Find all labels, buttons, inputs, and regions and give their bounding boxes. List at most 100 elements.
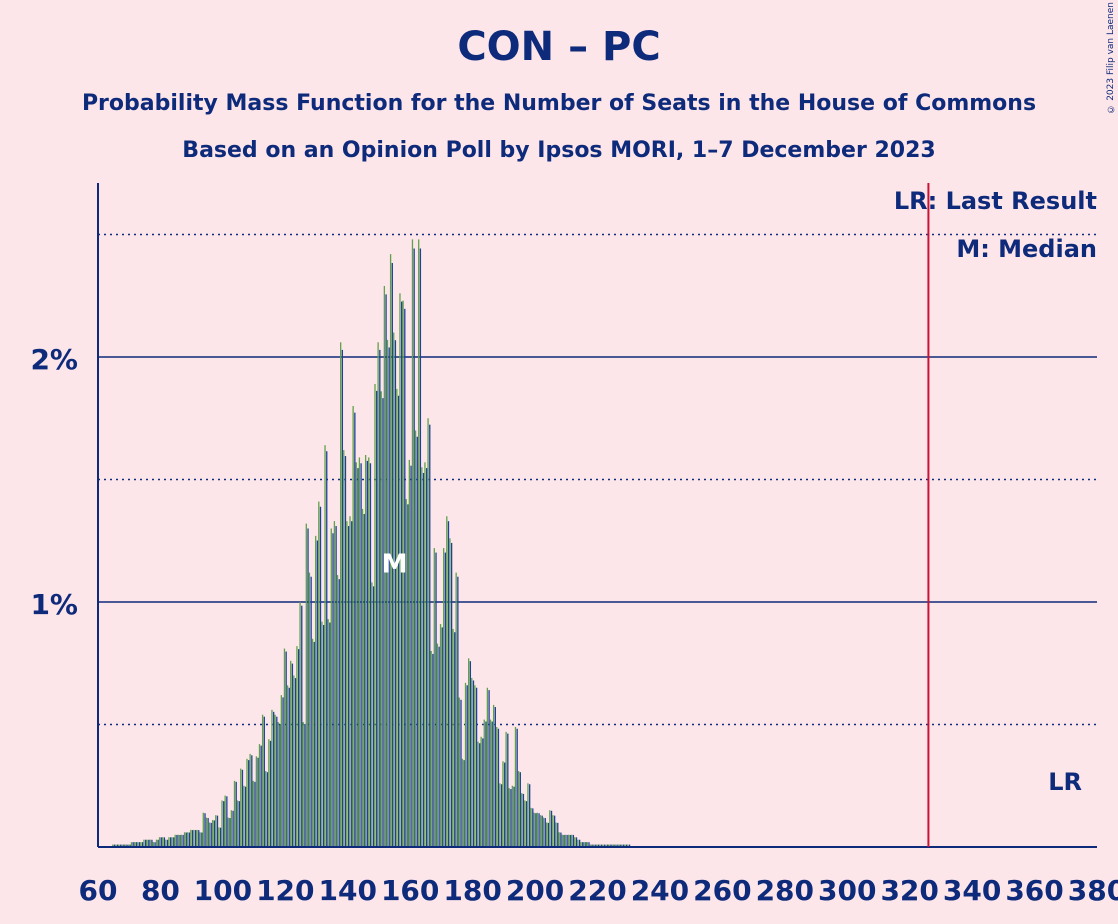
x-tick-340: 340: [943, 874, 1001, 907]
bar-seat-224: [608, 844, 610, 847]
bar-seat-166-poll: [429, 424, 431, 847]
bar-seat-136: [333, 521, 336, 847]
bar-seat-218-poll: [591, 844, 593, 847]
bar-seat-138: [339, 342, 342, 847]
x-tick-380: 380: [1068, 874, 1118, 907]
bar-seat-183: [480, 736, 482, 847]
bar-seat-133-poll: [326, 451, 328, 847]
bar-seat-186-poll: [491, 721, 493, 847]
bar-seat-223-poll: [607, 844, 609, 847]
bar-seat-116-poll: [273, 711, 275, 847]
bar-seat-129: [311, 638, 314, 847]
bar-seat-177-poll: [463, 760, 465, 847]
bar-seat-97: [211, 820, 214, 847]
median-marker: M: [382, 550, 408, 580]
bar-seat-76-poll: [148, 839, 150, 847]
bar-seat-81: [162, 837, 164, 847]
bar-seat-79: [155, 839, 158, 847]
bar-seat-93: [199, 832, 201, 847]
bar-seat-73-poll: [138, 842, 141, 847]
bar-seat-162: [414, 430, 417, 847]
bar-seat-171: [443, 548, 445, 847]
bar-seat-212: [571, 834, 573, 847]
bar-seat-163: [418, 239, 420, 847]
bar-seat-130-poll: [316, 540, 319, 847]
legend-last-result: LR: Last Result: [894, 187, 1097, 215]
bar-seat-97-poll: [213, 820, 216, 847]
bar-seat-197-poll: [525, 801, 528, 847]
bar-seat-191-poll: [507, 733, 509, 847]
bar-seat-68-poll: [123, 844, 125, 847]
bar-seat-203-poll: [544, 818, 546, 847]
bar-seat-105: [236, 800, 239, 847]
bar-seat-174: [452, 628, 454, 847]
bar-seat-190: [502, 761, 504, 847]
bar-seat-207: [555, 822, 557, 847]
bar-seat-198-poll: [529, 784, 531, 847]
bar-seat-111: [255, 756, 258, 847]
x-tick-260: 260: [693, 874, 751, 907]
bar-seat-91: [193, 829, 195, 847]
bar-seat-124-poll: [298, 649, 300, 847]
bar-seat-132-poll: [322, 624, 325, 847]
bar-seat-104: [233, 780, 236, 847]
bar-seat-101-poll: [226, 796, 228, 847]
bar-seat-101: [224, 795, 226, 847]
bar-seat-111-poll: [257, 757, 259, 847]
bar-seat-102: [227, 817, 229, 847]
bar-seat-217: [586, 842, 588, 847]
y-tick-labels: 1% 2%: [30, 343, 78, 621]
bar-seat-189: [499, 783, 501, 847]
bar-seat-117: [274, 714, 276, 847]
bar-seat-112-poll: [260, 745, 262, 847]
bar-seat-163-poll: [419, 248, 422, 847]
bar-seat-148-poll: [372, 586, 375, 847]
chart-subtitle-2: Based on an Opinion Poll by Ipsos MORI, …: [182, 138, 936, 163]
bar-seat-95: [205, 817, 208, 847]
bar-seat-148: [371, 582, 373, 847]
x-tick-160: 160: [381, 874, 439, 907]
bar-seat-68: [121, 844, 123, 847]
bar-seat-191: [505, 731, 507, 847]
bar-seat-150-poll: [379, 349, 381, 847]
bar-seat-214: [577, 839, 579, 847]
bar-seat-149: [374, 383, 376, 847]
bar-seat-121: [286, 685, 289, 847]
bar-seat-109-poll: [251, 755, 253, 847]
bar-seat-92: [196, 829, 198, 847]
bar-seat-94-poll: [204, 813, 206, 847]
bar-seat-77: [149, 839, 151, 847]
bar-seat-196: [521, 793, 523, 847]
bar-seat-212-poll: [572, 834, 575, 847]
bar-seat-223: [605, 844, 607, 847]
x-tick-360: 360: [1005, 874, 1063, 907]
bar-seat-117-poll: [276, 716, 278, 847]
bar-seat-170-poll: [441, 627, 443, 847]
bar-seat-152-poll: [385, 294, 387, 848]
bar-seat-228-poll: [622, 844, 624, 847]
bar-seat-157-poll: [401, 301, 403, 848]
bar-seat-119-poll: [282, 697, 284, 847]
bar-seat-182: [477, 741, 479, 847]
bar-seat-165: [424, 462, 426, 847]
bar-seat-76: [146, 839, 148, 847]
bar-seat-104-poll: [235, 781, 237, 847]
bar-seat-150: [377, 342, 379, 847]
bar-seat-164-poll: [422, 472, 425, 847]
bar-seat-210: [564, 834, 567, 847]
bar-seat-157: [399, 293, 401, 847]
axes: [97, 183, 1097, 848]
bar-seat-133: [324, 445, 326, 847]
bar-seat-192: [508, 788, 510, 847]
bar-seat-200: [533, 812, 535, 847]
bar-seat-206-poll: [553, 815, 556, 847]
bar-seat-224-poll: [610, 844, 612, 847]
bar-seat-85-poll: [176, 834, 178, 847]
bar-seat-229: [624, 844, 626, 847]
bar-seat-153: [386, 339, 389, 847]
bar-seat-221-poll: [600, 844, 603, 847]
bar-seat-220: [595, 844, 598, 847]
bar-seat-218: [589, 844, 592, 847]
bar-seat-229-poll: [625, 844, 628, 847]
x-tick-140: 140: [319, 874, 377, 907]
